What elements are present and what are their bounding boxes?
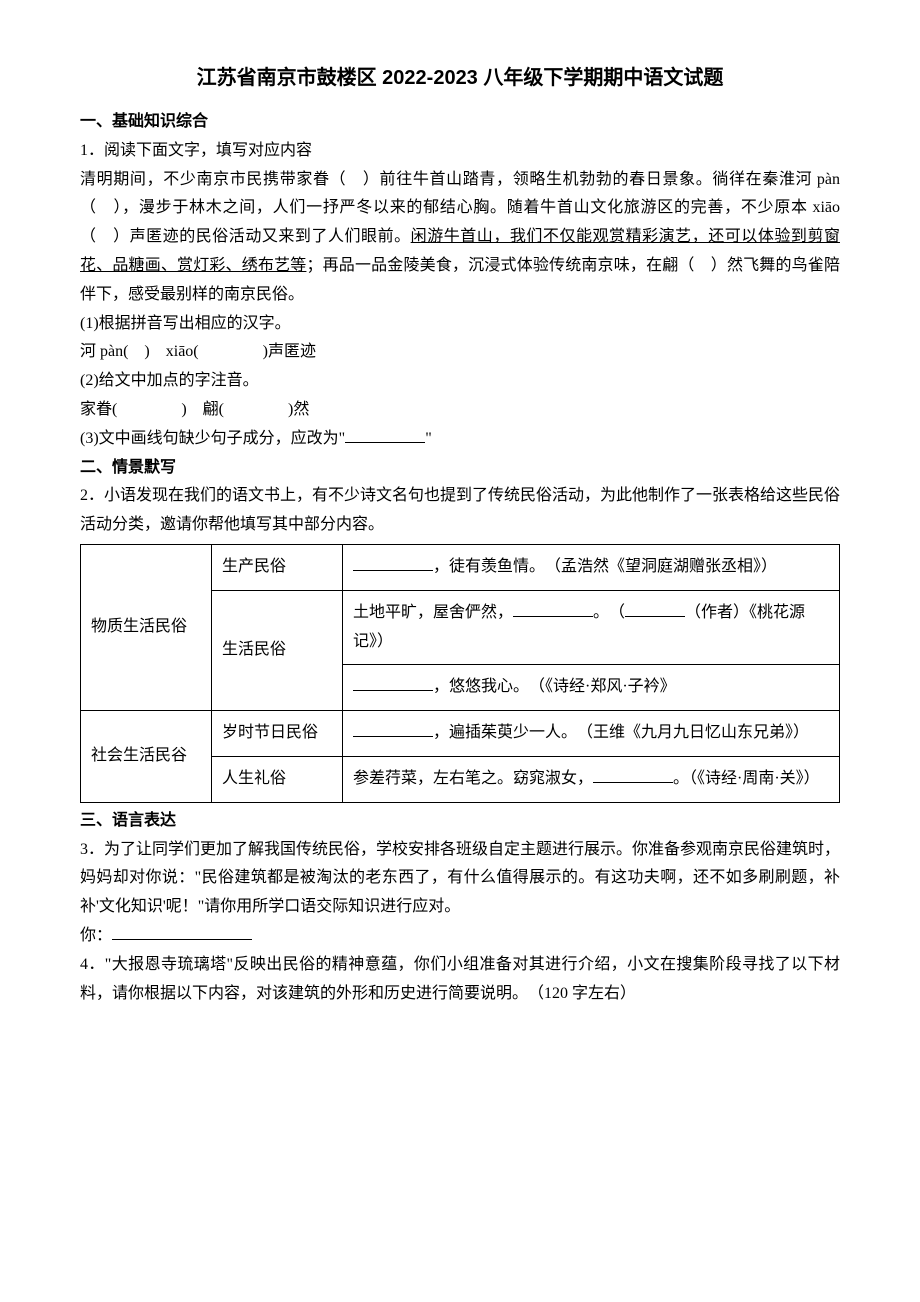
cell-text: ，徒有羡鱼情。 （孟浩然《望洞庭湖赠张丞相》） <box>433 558 777 575</box>
blank-fill <box>625 600 685 617</box>
q1-sub3-b: " <box>425 430 432 447</box>
blank-fill <box>353 674 433 691</box>
table-row: 社会生活民谷 岁时节日民俗 ，遍插茱萸少一人。 （王维《九月九日忆山东兄弟》） <box>81 711 840 757</box>
cell-cat1: 物质生活民俗 <box>81 544 212 710</box>
section-3-header: 三、语言表达 <box>80 807 840 836</box>
blank-fill <box>112 923 252 940</box>
q1-sub2: (2)给文中加点的字注音。 <box>80 367 840 396</box>
q1-passage: 清明期间，不少南京市民携带家眷（ ）前往牛首山踏青，领略生机勃勃的春日景象。徜徉… <box>80 166 840 310</box>
cell-text: ，遍插茱萸少一人。 （王维《九月九日忆山东兄弟》） <box>433 724 809 741</box>
blank-fill <box>593 766 673 783</box>
q1-sub1: (1)根据拼音写出相应的汉字。 <box>80 310 840 339</box>
q3-answer-line: 你： <box>80 922 840 951</box>
q1-sub3: (3)文中画线句缺少句子成分，应改为" " <box>80 425 840 454</box>
q1-lead: 1．阅读下面文字，填写对应内容 <box>80 137 840 166</box>
q1-sub1-line: 河 pàn( ) xiāo( )声匿迹 <box>80 338 840 367</box>
cell-cat2: 社会生活民谷 <box>81 711 212 803</box>
q3-text: 3．为了让同学们更加了解我国传统民俗，学校安排各班级自定主题进行展示。你准备参观… <box>80 836 840 922</box>
blank-fill <box>353 554 433 571</box>
blank-fill <box>513 600 593 617</box>
cell-text: 。 （ <box>593 604 625 621</box>
cell-content: 参差荇菜，左右笔之。窈窕淑女， 。（《诗经·周南·关》） <box>343 756 840 802</box>
cell-content: 土地平旷，屋舍俨然，。 （（作者）《桃花源记》） <box>343 590 840 665</box>
cell-content: ，悠悠我心。 （《诗经·郑风·子衿》 <box>343 665 840 711</box>
cell-text: 土地平旷，屋舍俨然， <box>353 604 513 621</box>
cell-content: ，遍插茱萸少一人。 （王维《九月九日忆山东兄弟》） <box>343 711 840 757</box>
cell-sub2: 生活民俗 <box>212 590 343 710</box>
cell-text: ，悠悠我心。 （《诗经·郑风·子衿》 <box>433 678 676 695</box>
q1-sub3-a: (3)文中画线句缺少句子成分，应改为" <box>80 430 345 447</box>
section-2-header: 二、情景默写 <box>80 454 840 483</box>
q2-lead: 2．小语发现在我们的语文书上，有不少诗文名句也提到了传统民俗活动，为此他制作了一… <box>80 482 840 540</box>
cell-sub1: 生产民俗 <box>212 544 343 590</box>
blank-fill <box>345 426 425 443</box>
cell-sub4: 人生礼俗 <box>212 756 343 802</box>
table-row: 物质生活民俗 生产民俗 ，徒有羡鱼情。 （孟浩然《望洞庭湖赠张丞相》） <box>81 544 840 590</box>
q1-sub2-line: 家眷( ) 翩( )然 <box>80 396 840 425</box>
blank-fill <box>353 720 433 737</box>
folklore-table: 物质生活民俗 生产民俗 ，徒有羡鱼情。 （孟浩然《望洞庭湖赠张丞相》） 生活民俗… <box>80 544 840 803</box>
cell-sub3: 岁时节日民俗 <box>212 711 343 757</box>
q4-text: 4．"大报恩寺琉璃塔"反映出民俗的精神意蕴，你们小组准备对其进行介绍，小文在搜集… <box>80 951 840 1009</box>
q3-you-label: 你： <box>80 927 112 944</box>
cell-content: ，徒有羡鱼情。 （孟浩然《望洞庭湖赠张丞相》） <box>343 544 840 590</box>
page-title: 江苏省南京市鼓楼区 2022-2023 八年级下学期期中语文试题 <box>80 60 840 96</box>
cell-text: 参差荇菜，左右笔之。窈窕淑女， <box>353 770 593 787</box>
section-1-header: 一、基础知识综合 <box>80 108 840 137</box>
cell-text: 。（《诗经·周南·关》） <box>673 770 820 787</box>
